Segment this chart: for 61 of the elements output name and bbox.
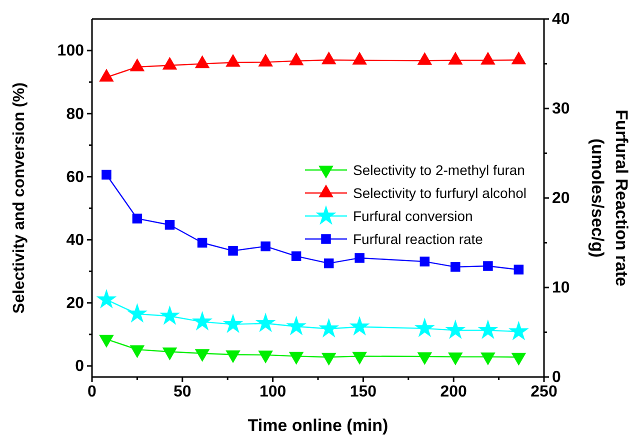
point bbox=[162, 347, 178, 360]
point bbox=[514, 264, 524, 274]
point bbox=[450, 262, 460, 272]
point bbox=[448, 52, 463, 65]
point bbox=[194, 55, 210, 68]
point bbox=[352, 52, 367, 65]
point bbox=[511, 352, 526, 366]
point bbox=[417, 52, 432, 65]
point bbox=[448, 352, 463, 366]
point bbox=[130, 58, 145, 72]
point bbox=[194, 349, 210, 362]
point bbox=[228, 246, 238, 256]
point bbox=[321, 352, 336, 366]
point bbox=[260, 241, 270, 252]
y-tick-label: 60 bbox=[66, 168, 84, 186]
y2-tick-label: 10 bbox=[552, 280, 570, 297]
point bbox=[354, 253, 364, 263]
x-tick-label: 0 bbox=[88, 383, 97, 400]
legend-label: Furfural conversion bbox=[353, 208, 473, 224]
point bbox=[99, 68, 114, 82]
y2-axis-title: Furfural Reaction rate (umoles/sec/g) bbox=[588, 110, 631, 286]
point bbox=[420, 256, 430, 266]
y-tick-label: 20 bbox=[66, 294, 84, 312]
point bbox=[197, 238, 208, 248]
point bbox=[130, 345, 145, 358]
legend-label: Selectivity to furfuryl alcohol bbox=[353, 185, 527, 201]
point bbox=[483, 261, 493, 271]
point bbox=[352, 352, 367, 365]
x-tick-label: 150 bbox=[350, 383, 377, 400]
point bbox=[226, 350, 240, 364]
point bbox=[226, 54, 240, 67]
point bbox=[480, 52, 496, 65]
y2-tick-label: 20 bbox=[552, 190, 570, 208]
y-tick-label: 80 bbox=[66, 106, 84, 123]
point bbox=[324, 258, 334, 268]
x-tick-label: 100 bbox=[259, 383, 286, 400]
x-tick-label: 200 bbox=[440, 383, 468, 400]
y2-tick-label: 40 bbox=[552, 11, 570, 28]
point bbox=[99, 334, 114, 348]
point bbox=[258, 350, 273, 364]
point bbox=[164, 220, 175, 230]
x-axis-title: Time online (min) bbox=[248, 416, 388, 435]
legend-label: Furfural reaction rate bbox=[353, 231, 484, 247]
point bbox=[511, 51, 526, 64]
y-tick-label: 40 bbox=[66, 232, 84, 249]
point bbox=[288, 352, 304, 365]
point bbox=[132, 214, 142, 224]
point bbox=[258, 54, 273, 66]
point bbox=[480, 352, 496, 366]
point bbox=[102, 170, 112, 180]
y-axis-title: Selectivity and conversion (%) bbox=[11, 82, 28, 314]
point bbox=[162, 56, 178, 70]
legend-label: Selectivity to 2-methyl furan bbox=[353, 162, 525, 178]
point bbox=[321, 51, 336, 64]
point bbox=[417, 352, 432, 366]
point bbox=[288, 52, 304, 66]
y2-tick-label: 30 bbox=[552, 100, 570, 118]
x-tick-label: 50 bbox=[174, 383, 192, 400]
y-tick-label: 0 bbox=[75, 358, 84, 376]
point bbox=[291, 251, 302, 262]
y-tick-label: 100 bbox=[57, 42, 84, 60]
